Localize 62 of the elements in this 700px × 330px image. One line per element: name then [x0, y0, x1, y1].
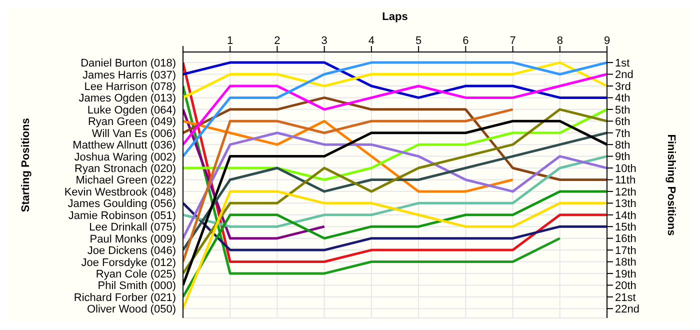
text: Phil Smith (000)	[98, 280, 176, 292]
y-tick-label: 20th	[615, 280, 636, 292]
y-tick-label: 13th	[615, 198, 636, 210]
y-tick-label: 16th	[615, 233, 636, 246]
y-tick-label: 6th	[615, 116, 630, 128]
y-tick-label: 9th	[615, 151, 630, 164]
text: Paul Monks (009)	[90, 233, 176, 246]
y-tick-label: 11th	[615, 174, 636, 187]
text: James Goulding (056)	[68, 198, 176, 210]
x-tick-label: 2	[274, 35, 280, 47]
text: Will Van Es (006)	[92, 128, 176, 140]
text: Ryan Green (049)	[88, 116, 176, 128]
x-tick-label: 4	[368, 35, 375, 47]
y-tick-label: 14th	[615, 210, 636, 222]
y-tick-label: 15th	[615, 222, 636, 234]
text: Lee Drinkall (075)	[89, 222, 176, 234]
line-series	[183, 73, 607, 146]
text: Joe Forsdyke (012)	[81, 256, 176, 269]
text: Starting Positions	[20, 118, 32, 212]
text: Ryan Stronach (020)	[74, 163, 176, 176]
line-series	[183, 108, 514, 264]
y-tick-label: 18th	[615, 256, 636, 269]
text: Jamie Robinson (051)	[68, 210, 176, 222]
text: Joe Dickens (046)	[87, 245, 176, 258]
y-tick-label: 17th	[615, 244, 636, 257]
line-series	[183, 155, 607, 228]
y-tick-label: 4th	[615, 92, 630, 105]
y-tick-label: 22nd	[615, 304, 640, 316]
y-tick-label: 12th	[615, 186, 636, 198]
y-tick-label: 8th	[615, 139, 630, 152]
y-tick-label: 10th	[615, 162, 636, 175]
x-tick-label: 3	[321, 35, 328, 47]
text: Daniel Burton (018)	[80, 58, 176, 70]
x-tick-label: 9	[604, 35, 610, 47]
text: Ryan Cole (025)	[96, 268, 176, 280]
y-tick-label: 21st	[615, 292, 636, 304]
text: Joshua Waring (002)	[74, 151, 176, 164]
y-tick-label: 7th	[615, 128, 630, 140]
x-axis-title: Laps	[382, 10, 408, 23]
text: Oliver Wood (050)	[86, 304, 176, 316]
text: Michael Green (022)	[76, 174, 176, 187]
y-tick-label: 1st	[615, 57, 630, 70]
y-tick-label: 3rd	[615, 80, 631, 93]
x-tick-label: 7	[510, 35, 516, 47]
text: James Ogden (013)	[78, 92, 176, 105]
x-tick-label: 8	[556, 35, 563, 47]
x-tick-label: 5	[415, 35, 422, 47]
text: Lee Harrison (078)	[84, 80, 176, 93]
line-series	[183, 61, 607, 158]
y-tick-label: 19th	[615, 268, 636, 280]
text: Richard Forber (021)	[74, 292, 176, 304]
text: James Harris (037)	[82, 69, 176, 82]
text: Kevin Westbrook (048)	[64, 186, 176, 198]
line-series	[183, 61, 607, 99]
text: Luke Ogden (064)	[87, 104, 176, 116]
y-axis-title: Finishing Positions	[665, 134, 678, 236]
x-tick-label: 6	[462, 35, 469, 47]
text: Matthew Allnutt (036)	[72, 140, 176, 152]
x-tick-label: 1	[227, 35, 234, 47]
y-tick-label: 2nd	[615, 69, 634, 82]
line-series	[183, 202, 607, 252]
y-tick-label: 5th	[615, 104, 630, 116]
